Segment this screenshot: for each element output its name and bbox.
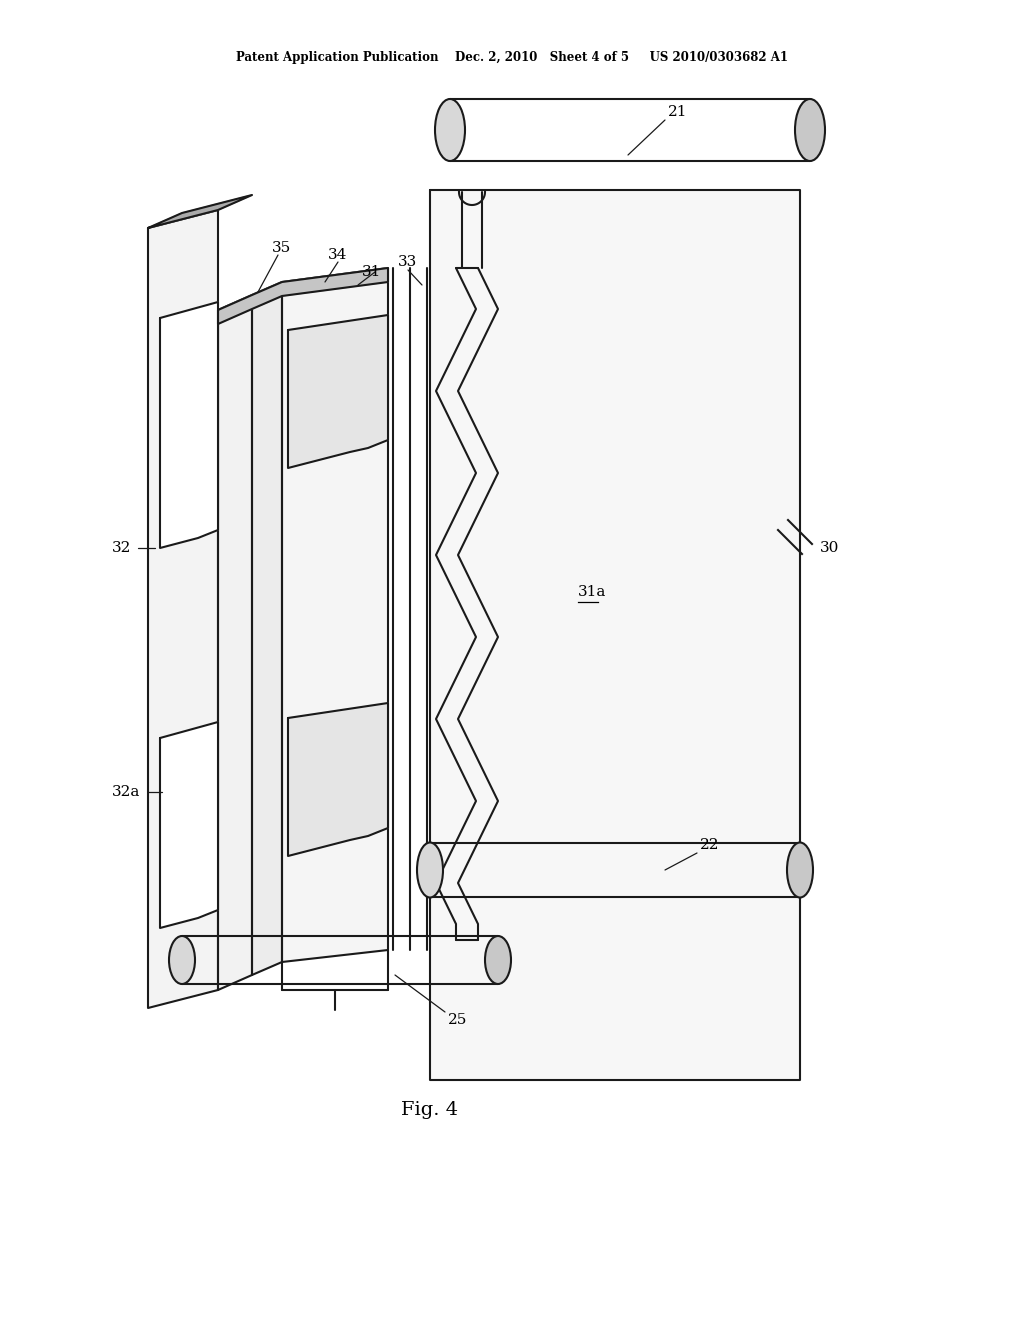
Ellipse shape xyxy=(795,99,825,161)
Text: 31a: 31a xyxy=(578,585,606,599)
Ellipse shape xyxy=(485,936,511,983)
Polygon shape xyxy=(218,268,388,323)
Text: 30: 30 xyxy=(820,541,840,554)
Polygon shape xyxy=(288,704,388,855)
Polygon shape xyxy=(430,190,800,1080)
Polygon shape xyxy=(288,315,388,469)
Text: 32: 32 xyxy=(112,541,131,554)
Polygon shape xyxy=(218,294,252,990)
Ellipse shape xyxy=(435,99,465,161)
Text: 25: 25 xyxy=(449,1012,467,1027)
Text: 31: 31 xyxy=(362,265,381,279)
Text: 35: 35 xyxy=(272,242,291,255)
Ellipse shape xyxy=(417,842,443,898)
Polygon shape xyxy=(148,210,218,1008)
Polygon shape xyxy=(252,282,282,975)
Text: 22: 22 xyxy=(700,838,720,851)
Text: Patent Application Publication    Dec. 2, 2010   Sheet 4 of 5     US 2010/030368: Patent Application Publication Dec. 2, 2… xyxy=(236,51,788,65)
Ellipse shape xyxy=(787,842,813,898)
Polygon shape xyxy=(148,195,252,228)
Text: 32a: 32a xyxy=(112,785,140,799)
Text: 34: 34 xyxy=(328,248,347,261)
Text: 33: 33 xyxy=(398,255,417,269)
Polygon shape xyxy=(160,722,218,928)
Ellipse shape xyxy=(169,936,195,983)
Polygon shape xyxy=(160,302,218,548)
Text: 21: 21 xyxy=(668,106,687,119)
Text: Fig. 4: Fig. 4 xyxy=(401,1101,459,1119)
Polygon shape xyxy=(282,268,388,962)
